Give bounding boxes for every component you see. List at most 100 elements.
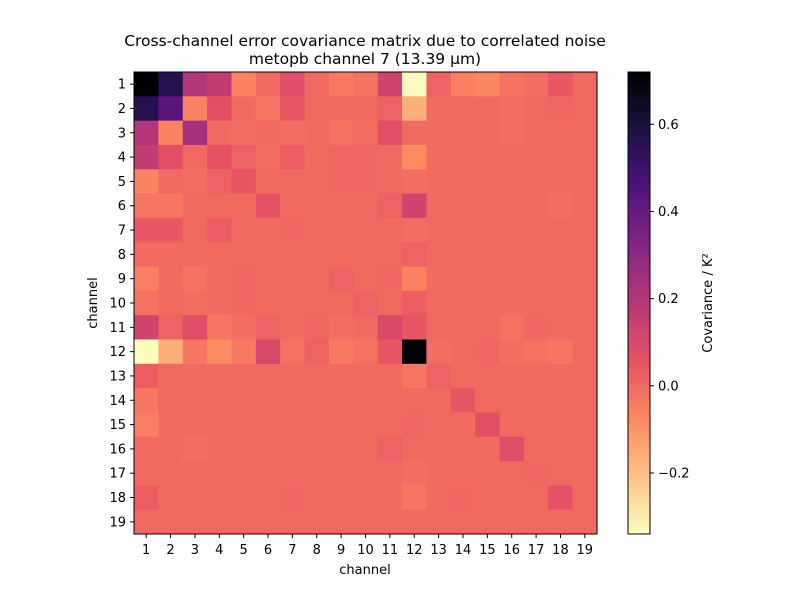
heatmap-cell xyxy=(450,217,476,243)
heatmap-cell xyxy=(523,412,549,438)
heatmap-cell xyxy=(402,96,427,122)
heatmap-cell xyxy=(304,169,330,194)
heatmap-cell xyxy=(304,485,330,511)
heatmap-cell xyxy=(426,217,452,243)
heatmap-cell xyxy=(450,461,476,486)
heatmap-cell xyxy=(255,363,281,389)
heatmap-cell xyxy=(353,509,379,535)
heatmap-cell xyxy=(134,266,159,292)
heatmap-cell xyxy=(328,144,354,170)
heatmap-cell xyxy=(475,144,500,170)
y-tick-label: 13 xyxy=(109,369,126,384)
heatmap-cell xyxy=(377,485,403,511)
heatmap-cell xyxy=(426,169,452,194)
heatmap-cell xyxy=(231,290,257,316)
heatmap-cell xyxy=(572,509,598,535)
x-tick-label: 6 xyxy=(264,543,272,558)
heatmap-cell xyxy=(207,144,232,170)
heatmap-cell xyxy=(499,315,525,340)
heatmap-cell xyxy=(548,169,574,194)
heatmap-cell xyxy=(255,461,281,486)
heatmap-cell xyxy=(377,169,403,194)
heatmap-cell xyxy=(280,363,305,389)
heatmap-cell xyxy=(426,509,452,535)
heatmap-cell xyxy=(548,436,574,462)
heatmap-cell xyxy=(572,96,598,122)
heatmap-cell xyxy=(231,412,257,438)
heatmap-cell xyxy=(207,290,232,316)
heatmap-cell xyxy=(182,144,208,170)
heatmap-cell xyxy=(450,96,476,122)
heatmap-cell xyxy=(377,144,403,170)
heatmap-cell xyxy=(402,242,427,267)
heatmap-cell xyxy=(158,461,184,486)
heatmap-cell xyxy=(134,339,159,365)
heatmap-cell xyxy=(158,266,184,292)
heatmap-cell xyxy=(231,193,257,219)
chart-subtitle: metopb channel 7 (13.39 µm) xyxy=(249,50,481,68)
x-tick-label: 13 xyxy=(430,543,447,558)
heatmap-cell xyxy=(280,412,305,438)
heatmap-cell xyxy=(158,193,184,219)
heatmap-cell xyxy=(499,169,525,194)
heatmap-cell xyxy=(402,339,427,365)
heatmap-cell xyxy=(475,436,500,462)
heatmap-cell xyxy=(475,217,500,243)
heatmap-cell xyxy=(475,120,500,146)
heatmap-cell xyxy=(572,242,598,267)
heatmap-cell xyxy=(475,290,500,316)
heatmap-cell xyxy=(207,363,232,389)
heatmap-cell xyxy=(304,120,330,146)
heatmap-cell xyxy=(548,461,574,486)
heatmap-cell xyxy=(426,339,452,365)
heatmap-cell xyxy=(134,388,159,413)
heatmap-cell xyxy=(182,96,208,122)
heatmap-cell xyxy=(255,266,281,292)
heatmap-cell xyxy=(548,388,574,413)
heatmap-cell xyxy=(304,363,330,389)
heatmap-cell xyxy=(499,339,525,365)
heatmap-cell xyxy=(475,412,500,438)
heatmap-cell xyxy=(402,412,427,438)
heatmap-cell xyxy=(255,144,281,170)
heatmap-cell xyxy=(548,412,574,438)
heatmap-cell xyxy=(328,72,354,97)
heatmap-cell xyxy=(304,96,330,122)
heatmap-cell xyxy=(353,96,379,122)
heatmap-cell xyxy=(353,485,379,511)
heatmap-cell xyxy=(402,388,427,413)
heatmap-cell xyxy=(377,120,403,146)
y-tick-label: 15 xyxy=(109,418,126,433)
heatmap-cell xyxy=(304,339,330,365)
heatmap-cell xyxy=(134,217,159,243)
heatmap-cell xyxy=(426,242,452,267)
heatmap-cell xyxy=(280,290,305,316)
heatmap-cell xyxy=(353,193,379,219)
heatmap-cell xyxy=(182,412,208,438)
heatmap-cell xyxy=(231,485,257,511)
heatmap-cell xyxy=(426,436,452,462)
heatmap-cell xyxy=(572,461,598,486)
x-axis-ticks: 1 2 3 4 5 6 7 8 9 10 11 12 13 14 15 16 17 18 19 xyxy=(142,534,593,558)
heatmap-cell xyxy=(353,388,379,413)
heatmap-cell xyxy=(255,509,281,535)
y-tick-label: 6 xyxy=(118,199,126,214)
x-tick-label: 12 xyxy=(406,543,423,558)
heatmap-cell xyxy=(475,339,500,365)
heatmap-cell xyxy=(158,169,184,194)
heatmap-cell xyxy=(207,242,232,267)
heatmap-cell xyxy=(572,217,598,243)
heatmap-cell xyxy=(475,388,500,413)
heatmap-cell xyxy=(134,461,159,486)
heatmap-cell xyxy=(572,315,598,340)
heatmap-cell xyxy=(523,193,549,219)
heatmap-cell xyxy=(280,193,305,219)
heatmap-cell xyxy=(450,193,476,219)
heatmap-cell xyxy=(426,363,452,389)
x-tick-label: 2 xyxy=(166,543,174,558)
heatmap-cell xyxy=(475,315,500,340)
heatmap-cell xyxy=(255,72,281,97)
y-tick-label: 5 xyxy=(118,175,126,190)
heatmap-cell xyxy=(280,169,305,194)
y-tick-label: 3 xyxy=(118,126,126,141)
